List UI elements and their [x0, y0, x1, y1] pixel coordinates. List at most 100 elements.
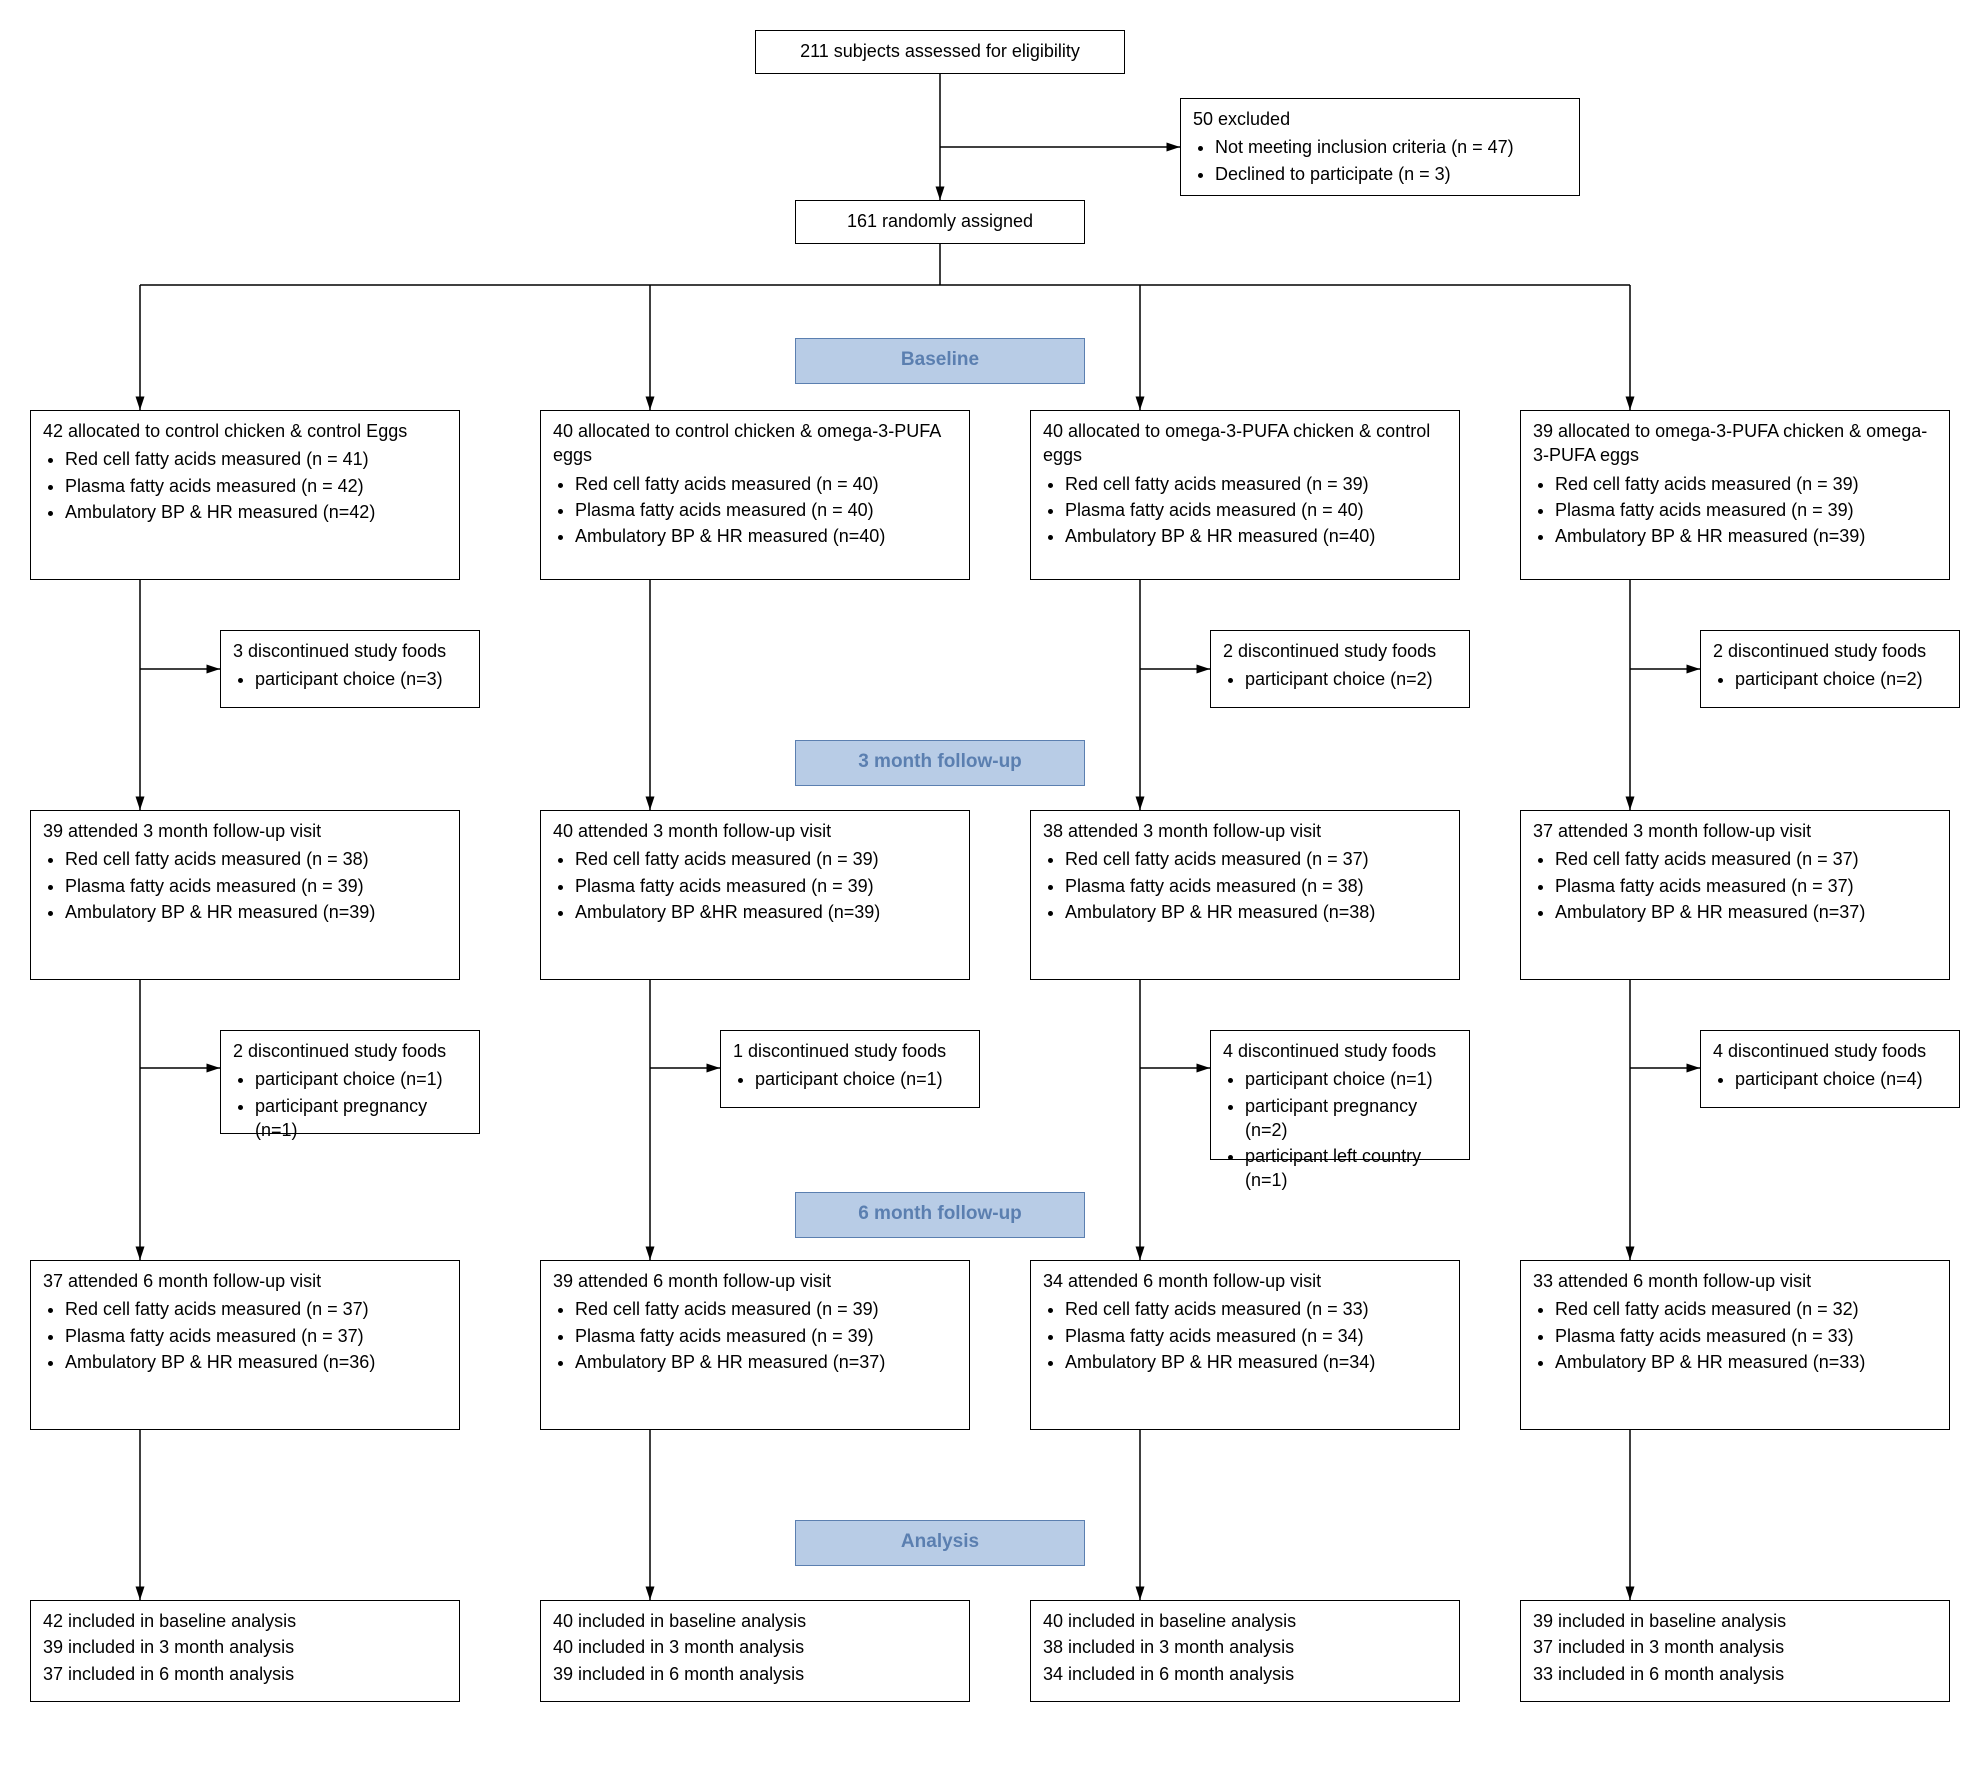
- analysis-line: 34 included in 6 month analysis: [1043, 1662, 1447, 1686]
- eligibility-box: 211 subjects assessed for eligibility: [755, 30, 1125, 74]
- month3-box-0-head: 39 attended 3 month follow-up visit: [43, 819, 447, 843]
- list-item: Plasma fatty acids measured (n = 40): [1065, 498, 1447, 522]
- month3-box-0-list: Red cell fatty acids measured (n = 38) Pl…: [43, 847, 447, 924]
- list-item: Red cell fatty acids measured (n = 40): [575, 472, 957, 496]
- list-item: Ambulatory BP & HR measured (n=34): [1065, 1350, 1447, 1374]
- list-item: participant pregnancy (n=2): [1245, 1094, 1457, 1143]
- allocation-box-2-list: Red cell fatty acids measured (n = 39)Pl…: [1043, 472, 1447, 549]
- list-item: participant left country (n=1): [1245, 1144, 1457, 1193]
- randomized-box: 161 randomly assigned: [795, 200, 1085, 244]
- list-item: Red cell fatty acids measured (n = 37): [65, 1297, 447, 1321]
- month6-box-1-head: 39 attended 6 month follow-up visit: [553, 1269, 957, 1293]
- analysis-line: 38 included in 3 month analysis: [1043, 1635, 1447, 1659]
- discontinued1-box-2: 2 discontinued study foods participant ch…: [1210, 630, 1470, 708]
- list-item: Plasma fatty acids measured (n = 39): [1555, 498, 1937, 522]
- allocation-box-3-list: Red cell fatty acids measured (n = 39)Pl…: [1533, 472, 1937, 549]
- month6-box-2-list: Red cell fatty acids measured (n = 33) Pl…: [1043, 1297, 1447, 1374]
- analysis-box-2: 40 included in baseline analysis38 inclu…: [1030, 1600, 1460, 1702]
- discontinued1-box-0-head: 3 discontinued study foods: [233, 639, 467, 663]
- analysis-line: 40 included in 3 month analysis: [553, 1635, 957, 1659]
- list-item: Plasma fatty acids measured (n = 39): [575, 1324, 957, 1348]
- eligibility-text: 211 subjects assessed for eligibility: [768, 39, 1112, 63]
- list-item: Ambulatory BP & HR measured (n=36): [65, 1350, 447, 1374]
- discontinued1-box-3-list: participant choice (n=2): [1713, 667, 1947, 691]
- month3-box-3-head: 37 attended 3 month follow-up visit: [1533, 819, 1937, 843]
- list-item: Red cell fatty acids measured (n = 41): [65, 447, 447, 471]
- list-item: Ambulatory BP & HR measured (n=37): [1555, 900, 1937, 924]
- discontinued2-box-2-list: participant choice (n=1) participant preg…: [1223, 1067, 1457, 1192]
- list-item: Ambulatory BP & HR measured (n=33): [1555, 1350, 1937, 1374]
- discontinued2-box-0-head: 2 discontinued study foods: [233, 1039, 467, 1063]
- month6-box-3-list: Red cell fatty acids measured (n = 32) Pl…: [1533, 1297, 1937, 1374]
- month6-box-1: 39 attended 6 month follow-up visit Red c…: [540, 1260, 970, 1430]
- stage-analysis: Analysis: [795, 1520, 1085, 1566]
- list-item: participant choice (n=1): [755, 1067, 967, 1091]
- excluded-list: Not meeting inclusion criteria (n = 47)D…: [1193, 135, 1567, 186]
- list-item: Ambulatory BP & HR measured (n=40): [575, 524, 957, 548]
- discontinued1-box-0: 3 discontinued study foods participant ch…: [220, 630, 480, 708]
- allocation-box-3-head: 39 allocated to omega-3-PUFA chicken & o…: [1533, 419, 1937, 468]
- month3-box-2-head: 38 attended 3 month follow-up visit: [1043, 819, 1447, 843]
- month6-box-0: 37 attended 6 month follow-up visitRed c…: [30, 1260, 460, 1430]
- month3-box-3-list: Red cell fatty acids measured (n = 37)Pl…: [1533, 847, 1937, 924]
- discontinued2-box-2: 4 discontinued study foods participant ch…: [1210, 1030, 1470, 1160]
- list-item: Plasma fatty acids measured (n = 37): [1555, 874, 1937, 898]
- discontinued1-box-2-list: participant choice (n=2): [1223, 667, 1457, 691]
- month6-box-2: 34 attended 6 month follow-up visit Red c…: [1030, 1260, 1460, 1430]
- list-item: participant choice (n=2): [1735, 667, 1947, 691]
- list-item: Plasma fatty acids measured (n = 39): [65, 874, 447, 898]
- list-item: Ambulatory BP & HR measured (n=39): [1555, 524, 1937, 548]
- allocation-box-2-head: 40 allocated to omega-3-PUFA chicken & c…: [1043, 419, 1447, 468]
- list-item: Plasma fatty acids measured (n = 34): [1065, 1324, 1447, 1348]
- list-item: Red cell fatty acids measured (n = 39): [1555, 472, 1937, 496]
- discontinued1-box-0-list: participant choice (n=3): [233, 667, 467, 691]
- analysis-line: 37 included in 6 month analysis: [43, 1662, 447, 1686]
- list-item: Plasma fatty acids measured (n = 38): [1065, 874, 1447, 898]
- month6-box-3: 33 attended 6 month follow-up visitRed c…: [1520, 1260, 1950, 1430]
- list-item: Plasma fatty acids measured (n = 33): [1555, 1324, 1937, 1348]
- list-item: participant choice (n=1): [1245, 1067, 1457, 1091]
- discontinued2-box-2-head: 4 discontinued study foods: [1223, 1039, 1457, 1063]
- month6-box-2-head: 34 attended 6 month follow-up visit: [1043, 1269, 1447, 1293]
- allocation-box-3: 39 allocated to omega-3-PUFA chicken & o…: [1520, 410, 1950, 580]
- excluded-box: 50 excluded Not meeting inclusion criter…: [1180, 98, 1580, 196]
- list-item: Plasma fatty acids measured (n = 39): [575, 874, 957, 898]
- excluded-head: 50 excluded: [1193, 107, 1567, 131]
- analysis-line: 39 included in 6 month analysis: [553, 1662, 957, 1686]
- discontinued2-box-1-list: participant choice (n=1): [733, 1067, 967, 1091]
- list-item: Red cell fatty acids measured (n = 39): [575, 1297, 957, 1321]
- discontinued2-box-0: 2 discontinued study foods participant ch…: [220, 1030, 480, 1134]
- analysis-line: 37 included in 3 month analysis: [1533, 1635, 1937, 1659]
- list-item: Red cell fatty acids measured (n = 39): [1065, 472, 1447, 496]
- allocation-box-0-head: 42 allocated to control chicken & contro…: [43, 419, 447, 443]
- allocation-box-0-list: Red cell fatty acids measured (n = 41)Pl…: [43, 447, 447, 524]
- list-item: Red cell fatty acids measured (n = 33): [1065, 1297, 1447, 1321]
- month6-box-1-list: Red cell fatty acids measured (n = 39) Pl…: [553, 1297, 957, 1374]
- list-item: Red cell fatty acids measured (n = 37): [1065, 847, 1447, 871]
- list-item: participant pregnancy (n=1): [255, 1094, 467, 1143]
- discontinued2-box-1-head: 1 discontinued study foods: [733, 1039, 967, 1063]
- list-item: Ambulatory BP & HR measured (n=40): [1065, 524, 1447, 548]
- list-item: Red cell fatty acids measured (n = 32): [1555, 1297, 1937, 1321]
- allocation-box-1-head: 40 allocated to control chicken & omega-…: [553, 419, 957, 468]
- discontinued2-box-3-list: participant choice (n=4): [1713, 1067, 1947, 1091]
- list-item: participant choice (n=4): [1735, 1067, 1947, 1091]
- analysis-line: 40 included in baseline analysis: [1043, 1609, 1447, 1633]
- list-item: Red cell fatty acids measured (n = 39): [575, 847, 957, 871]
- month3-box-1-head: 40 attended 3 month follow-up visit: [553, 819, 957, 843]
- analysis-line: 33 included in 6 month analysis: [1533, 1662, 1937, 1686]
- discontinued1-box-3: 2 discontinued study foodsparticipant ch…: [1700, 630, 1960, 708]
- discontinued2-box-3-head: 4 discontinued study foods: [1713, 1039, 1947, 1063]
- discontinued2-box-0-list: participant choice (n=1) participant preg…: [233, 1067, 467, 1142]
- discontinued2-box-1: 1 discontinued study foods participant ch…: [720, 1030, 980, 1108]
- list-item: Red cell fatty acids measured (n = 38): [65, 847, 447, 871]
- list-item: participant choice (n=1): [255, 1067, 467, 1091]
- stage-6-month: 6 month follow-up: [795, 1192, 1085, 1238]
- month6-box-0-list: Red cell fatty acids measured (n = 37) Pl…: [43, 1297, 447, 1374]
- allocation-box-0: 42 allocated to control chicken & contro…: [30, 410, 460, 580]
- list-item: Plasma fatty acids measured (n = 37): [65, 1324, 447, 1348]
- discontinued1-box-2-head: 2 discontinued study foods: [1223, 639, 1457, 663]
- excluded-item: Declined to participate (n = 3): [1215, 162, 1567, 186]
- list-item: Ambulatory BP & HR measured (n=37): [575, 1350, 957, 1374]
- stage-3-month: 3 month follow-up: [795, 740, 1085, 786]
